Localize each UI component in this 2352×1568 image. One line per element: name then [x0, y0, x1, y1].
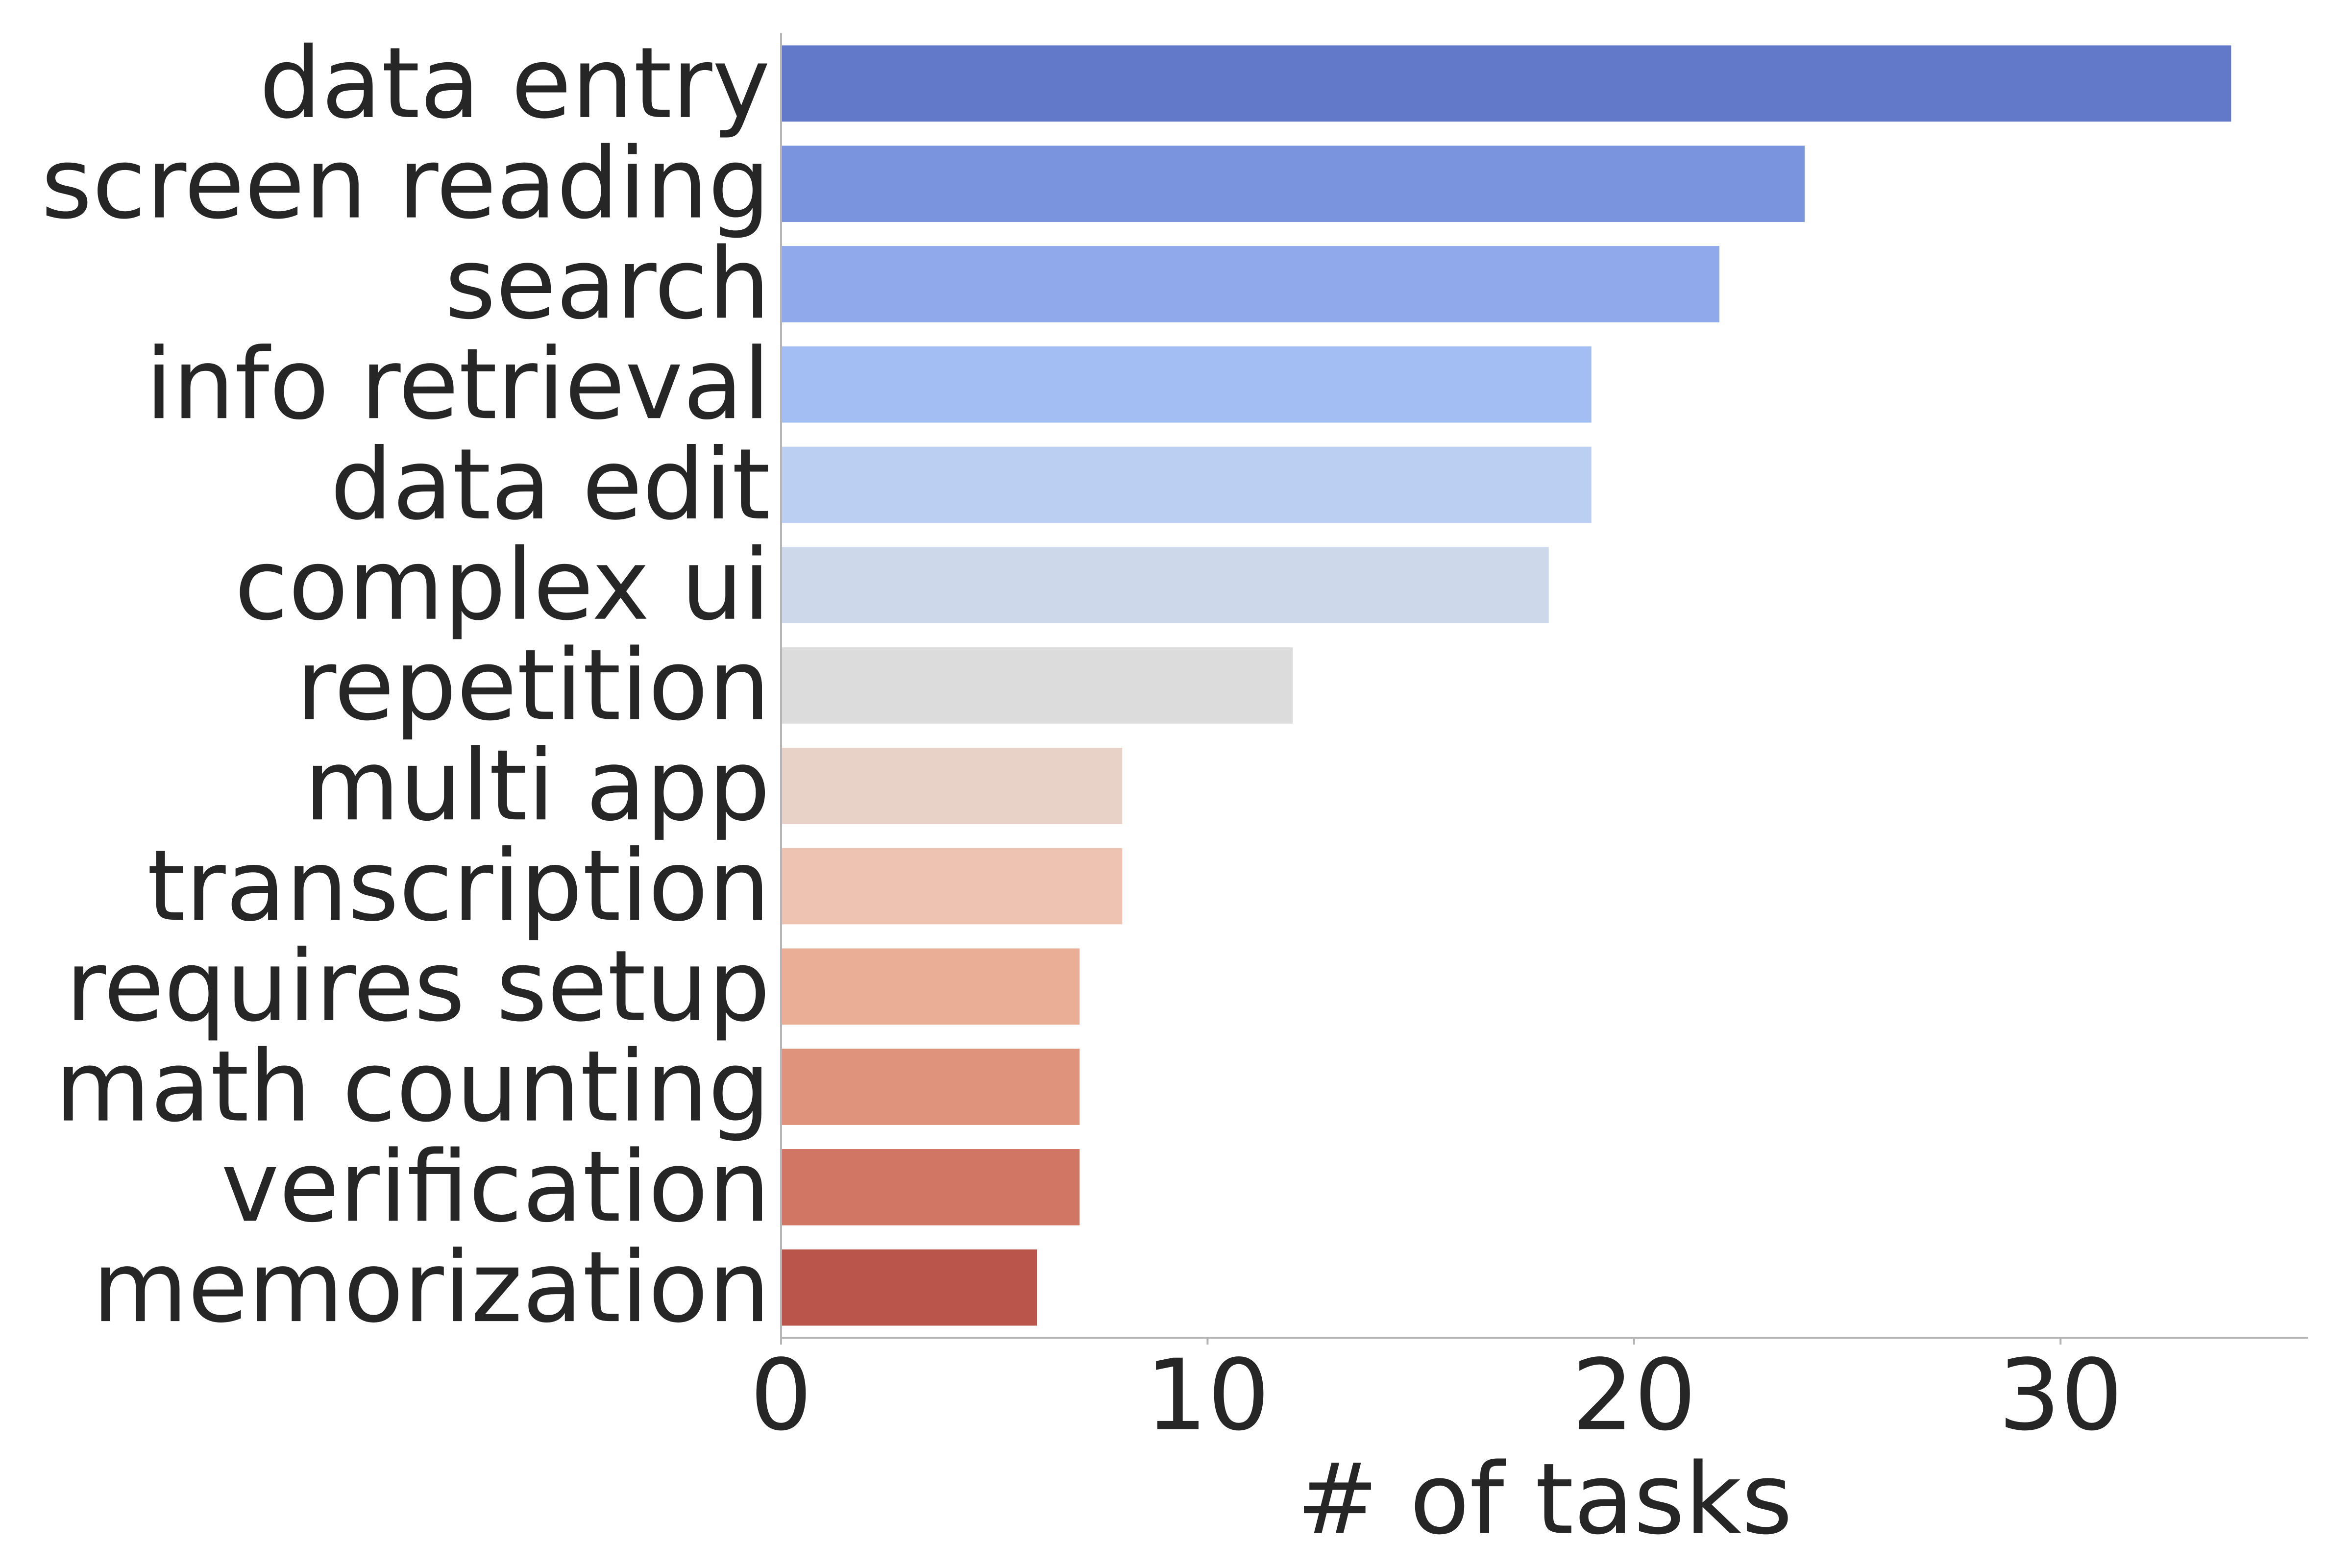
x-tick-label: 30	[1998, 1339, 2123, 1453]
bar-transcription	[781, 848, 1123, 925]
bar-data-entry	[781, 45, 2231, 122]
category-label: verification	[221, 1130, 770, 1244]
category-label: complex ui	[235, 528, 770, 642]
bar-verification	[781, 1149, 1080, 1225]
bar-complex-ui	[781, 547, 1549, 624]
category-label: math counting	[55, 1030, 770, 1144]
category-label: transcription	[147, 829, 770, 943]
category-label: requires setup	[66, 930, 770, 1044]
x-tick-label: 20	[1572, 1339, 1697, 1453]
bars-group	[781, 45, 2231, 1326]
category-label: memorization	[93, 1230, 771, 1345]
x-tick-label: 10	[1145, 1339, 1270, 1453]
bar-data-edit	[781, 446, 1592, 523]
x-tick-label: 0	[750, 1339, 812, 1453]
category-label: repetition	[296, 629, 770, 743]
bar-math-counting	[781, 1049, 1080, 1125]
category-label: data edit	[330, 428, 770, 542]
category-label: data entry	[259, 26, 770, 141]
category-label: multi app	[304, 729, 770, 843]
bar-memorization	[781, 1249, 1037, 1326]
bar-repetition	[781, 647, 1293, 724]
bar-info-retrieval	[781, 346, 1592, 423]
x-axis-title: # of tasks	[1297, 1443, 1793, 1557]
bar-multi-app	[781, 747, 1123, 824]
category-label: info retrieval	[146, 327, 770, 441]
bar-requires-setup	[781, 948, 1080, 1025]
category-label: screen reading	[41, 127, 770, 241]
x-ticks-group: 0 10 20 30	[750, 1338, 2123, 1453]
bar-screen-reading	[781, 146, 1805, 222]
category-label: search	[445, 227, 770, 341]
bar-search	[781, 246, 1719, 322]
